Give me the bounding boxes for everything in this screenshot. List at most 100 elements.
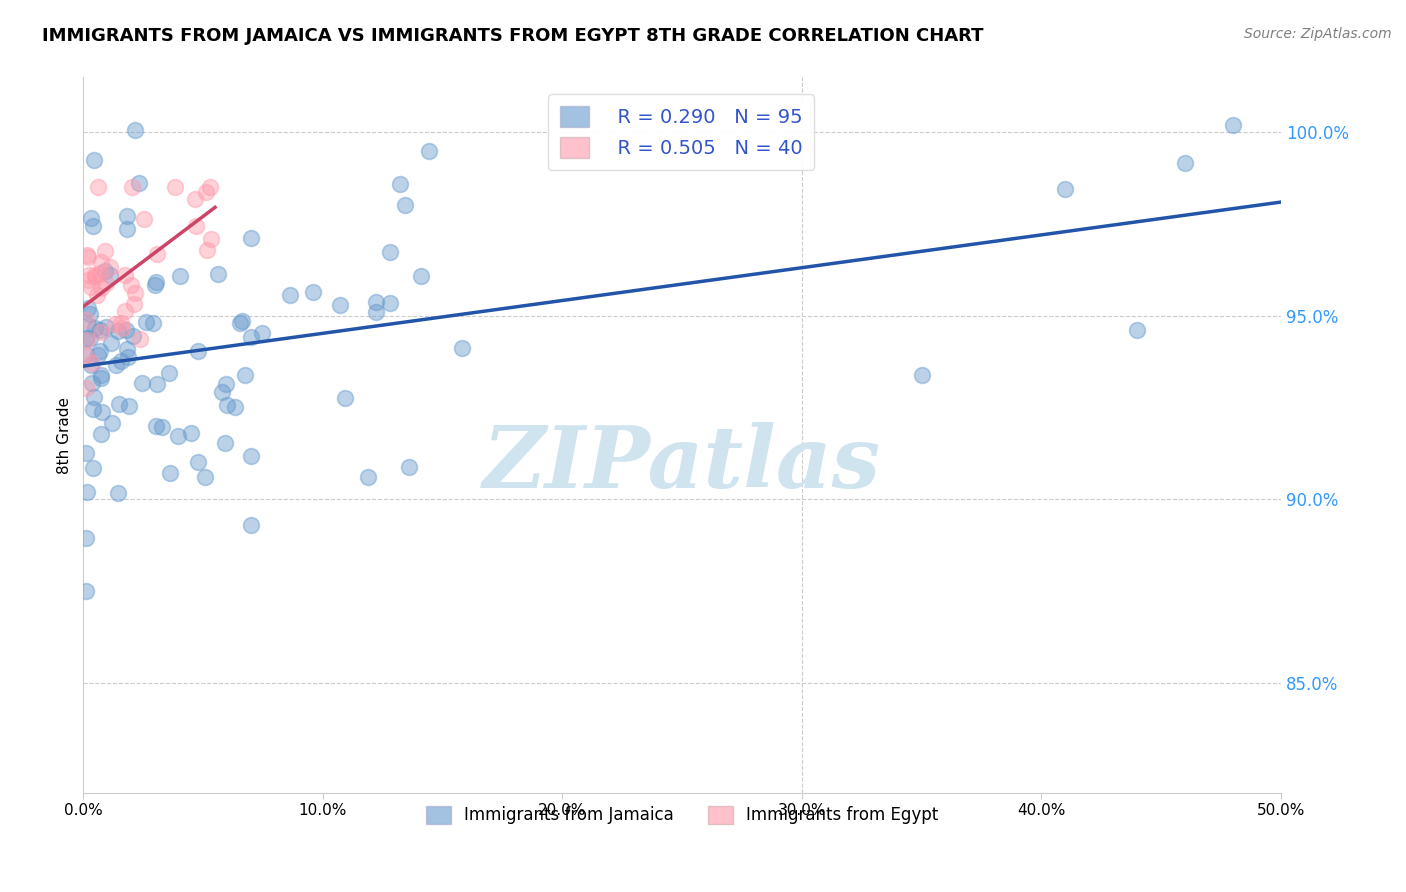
Point bbox=[90, 371, 112, 385]
Point bbox=[89, 323, 111, 337]
Point bbox=[214, 436, 236, 450]
Point bbox=[200, 232, 222, 246]
Point bbox=[83, 153, 105, 168]
Text: IMMIGRANTS FROM JAMAICA VS IMMIGRANTS FROM EGYPT 8TH GRADE CORRELATION CHART: IMMIGRANTS FROM JAMAICA VS IMMIGRANTS FR… bbox=[42, 27, 984, 45]
Point bbox=[122, 296, 145, 310]
Point bbox=[233, 368, 256, 383]
Point bbox=[329, 298, 352, 312]
Point bbox=[83, 268, 105, 282]
Point bbox=[90, 255, 112, 269]
Point bbox=[77, 250, 100, 264]
Point bbox=[94, 276, 117, 290]
Point bbox=[86, 180, 108, 194]
Point bbox=[75, 313, 97, 327]
Point bbox=[239, 231, 262, 245]
Point bbox=[77, 268, 100, 283]
Point bbox=[75, 381, 97, 395]
Point bbox=[79, 331, 101, 345]
Point bbox=[105, 359, 128, 373]
Point bbox=[145, 247, 167, 261]
Point bbox=[80, 211, 103, 225]
Point bbox=[77, 318, 100, 332]
Text: Source: ZipAtlas.com: Source: ZipAtlas.com bbox=[1244, 27, 1392, 41]
Point bbox=[90, 427, 112, 442]
Point bbox=[1126, 323, 1149, 337]
Point bbox=[75, 583, 97, 598]
Point bbox=[83, 321, 105, 335]
Point bbox=[90, 281, 112, 295]
Point bbox=[90, 368, 112, 383]
Point bbox=[84, 269, 107, 284]
Point bbox=[215, 377, 238, 392]
Point bbox=[145, 418, 167, 433]
Point bbox=[114, 303, 136, 318]
Point bbox=[394, 198, 416, 212]
Point bbox=[77, 272, 100, 286]
Point bbox=[911, 368, 934, 382]
Point bbox=[83, 390, 105, 404]
Point bbox=[76, 484, 98, 499]
Point bbox=[194, 470, 217, 484]
Point bbox=[180, 426, 202, 441]
Point bbox=[231, 314, 253, 328]
Point bbox=[122, 328, 145, 343]
Point bbox=[250, 326, 273, 340]
Point bbox=[86, 288, 108, 302]
Point bbox=[207, 268, 229, 282]
Point bbox=[229, 316, 252, 330]
Point bbox=[131, 376, 153, 390]
Point bbox=[101, 417, 124, 431]
Point bbox=[91, 405, 114, 419]
Point bbox=[75, 331, 97, 345]
Point bbox=[94, 319, 117, 334]
Point bbox=[124, 285, 146, 300]
Point bbox=[135, 315, 157, 329]
Point bbox=[146, 376, 169, 391]
Legend: Immigrants from Jamaica, Immigrants from Egypt: Immigrants from Jamaica, Immigrants from… bbox=[416, 796, 948, 834]
Point bbox=[82, 461, 104, 475]
Point bbox=[357, 470, 380, 484]
Point bbox=[117, 399, 139, 413]
Point bbox=[239, 330, 262, 344]
Point bbox=[167, 428, 190, 442]
Point bbox=[380, 245, 402, 260]
Point bbox=[76, 301, 98, 315]
Point bbox=[108, 397, 131, 411]
Point bbox=[143, 278, 166, 293]
Point bbox=[451, 341, 474, 355]
Point bbox=[124, 123, 146, 137]
Point bbox=[100, 268, 122, 283]
Point bbox=[75, 446, 97, 460]
Point bbox=[75, 350, 97, 364]
Point bbox=[75, 346, 97, 360]
Point bbox=[82, 401, 104, 416]
Point bbox=[200, 180, 222, 194]
Point bbox=[79, 307, 101, 321]
Point bbox=[94, 264, 117, 278]
Point bbox=[80, 279, 103, 293]
Point bbox=[115, 221, 138, 235]
Point bbox=[1222, 118, 1244, 132]
Point bbox=[121, 180, 143, 194]
Point bbox=[278, 288, 301, 302]
Point bbox=[107, 324, 129, 338]
Point bbox=[115, 209, 138, 223]
Point bbox=[120, 278, 142, 293]
Point bbox=[418, 145, 440, 159]
Point bbox=[1174, 156, 1197, 170]
Point bbox=[333, 391, 356, 405]
Point bbox=[194, 185, 217, 199]
Point bbox=[145, 275, 167, 289]
Point bbox=[80, 358, 103, 372]
Point bbox=[364, 304, 387, 318]
Point bbox=[76, 333, 98, 347]
Point bbox=[75, 531, 97, 545]
Point bbox=[224, 400, 246, 414]
Point bbox=[82, 219, 104, 233]
Point bbox=[152, 419, 174, 434]
Point bbox=[128, 332, 150, 346]
Point bbox=[240, 518, 263, 533]
Point bbox=[82, 376, 104, 390]
Point bbox=[115, 323, 138, 337]
Point bbox=[409, 268, 432, 283]
